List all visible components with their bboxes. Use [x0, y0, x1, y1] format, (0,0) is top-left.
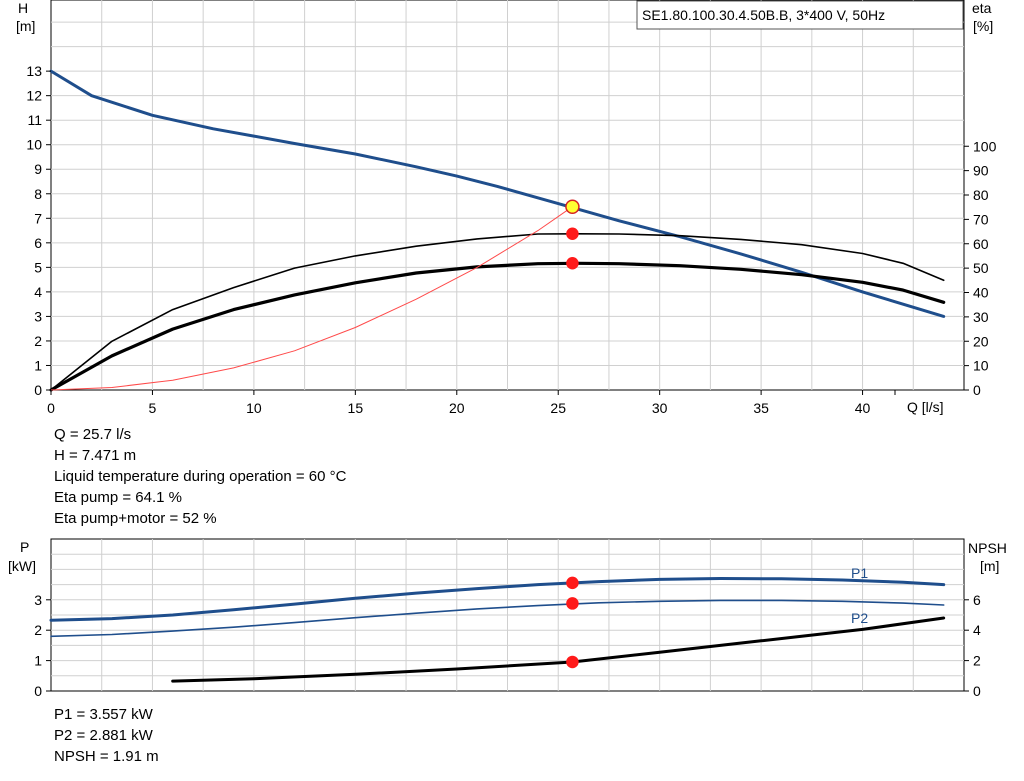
- duty-point-info: Q = 25.7 l/s H = 7.471 m Liquid temperat…: [54, 424, 346, 529]
- top-left-tick-label: 13: [26, 63, 42, 79]
- p1-series-label: P1: [851, 565, 868, 581]
- top-left-tick-label: 8: [34, 186, 42, 202]
- top-right-tick-label: 30: [973, 309, 989, 325]
- bottom-left-tick-label: 3: [34, 592, 42, 608]
- liquid-temperature-readout: Liquid temperature during operation = 60…: [54, 468, 347, 485]
- top-duty-point-1: [566, 227, 579, 241]
- p1-readout: P1 = 3.557 kW: [54, 706, 153, 723]
- bottom-duty-point-1: [566, 597, 579, 610]
- top-x-tick-label: 25: [550, 400, 566, 416]
- npsh-axis-unit: [m]: [980, 558, 999, 574]
- bottom-left-tick-label: 2: [34, 622, 42, 638]
- npsh-readout: NPSH = 1.91 m: [54, 748, 159, 765]
- bottom-left-tick-label: 0: [34, 683, 42, 699]
- p-axis-unit: [kW]: [8, 558, 36, 574]
- power-info: P1 = 3.557 kW P2 = 2.881 kW NPSH = 1.91 …: [54, 704, 159, 767]
- p-axis-label: P: [20, 539, 29, 555]
- top-left-tick-label: 3: [34, 308, 42, 324]
- y2-axis-unit-percent: [%]: [973, 18, 993, 34]
- top-x-tick-label: 15: [348, 400, 364, 416]
- bottom-left-tick-label: 1: [34, 653, 42, 669]
- top-x-tick-label: 20: [449, 400, 465, 416]
- bottom-right-tick-label: 2: [973, 653, 981, 669]
- top-right-tick-label: 0: [973, 382, 981, 398]
- top-right-tick-label: 90: [973, 163, 989, 179]
- top-x-tick-label: 35: [753, 400, 769, 416]
- top-left-tick-label: 2: [34, 333, 42, 349]
- bottom-right-tick-label: 0: [973, 683, 981, 699]
- title-box: [636, 0, 964, 30]
- top-left-tick-label: 0: [34, 382, 42, 398]
- bottom-duty-point-2: [566, 655, 579, 669]
- bottom-right-tick-label: 4: [973, 622, 981, 638]
- top-right-tick-label: 80: [973, 187, 989, 203]
- top-left-tick-label: 1: [34, 357, 42, 373]
- npsh-axis-label: NPSH: [968, 540, 1007, 556]
- top-left-tick-label: 5: [34, 259, 42, 275]
- power-npsh-plot: 0 1 2 3 0 2 4 6 P [kW] NPSH [m] P1 P2: [8, 538, 1007, 699]
- top-series-line-3: [50, 206, 573, 391]
- top-left-tick-label: 4: [34, 284, 42, 300]
- top-x-tick-label: 30: [652, 400, 668, 416]
- top-left-tick-label: 6: [34, 235, 42, 251]
- p2-series-label: P2: [851, 610, 868, 626]
- top-right-tick-label: 60: [973, 236, 989, 252]
- bottom-right-tick-label: 6: [973, 592, 981, 608]
- bottom-series-line-1: [50, 599, 945, 638]
- y-axis-unit-m: [m]: [16, 18, 35, 34]
- top-x-tick-label: 40: [855, 400, 871, 416]
- p2-readout: P2 = 2.881 kW: [54, 727, 153, 744]
- top-x-tick-label: 5: [149, 400, 157, 416]
- top-left-tick-label: 12: [26, 88, 42, 104]
- chart-title: SE1.80.100.30.4.50B.B, 3*400 V, 50Hz: [642, 7, 885, 23]
- bottom-series-line-0: [49, 577, 946, 622]
- head-efficiency-plot: 0123456789101112130102030405060708090100…: [16, 0, 997, 416]
- head-readout: H = 7.471 m: [54, 447, 137, 464]
- eta-pump-motor-readout: Eta pump+motor = 52 %: [54, 510, 217, 527]
- x-axis-label: Q [l/s]: [907, 399, 944, 415]
- top-right-tick-label: 100: [973, 138, 997, 154]
- top-right-tick-label: 50: [973, 260, 989, 276]
- top-duty-point-0: [565, 199, 580, 214]
- top-series-line-1: [50, 233, 945, 391]
- top-right-tick-label: 20: [973, 333, 989, 349]
- top-left-tick-label: 9: [34, 161, 42, 177]
- top-left-tick-label: 10: [26, 137, 42, 153]
- top-left-tick-label: 7: [34, 210, 42, 226]
- top-right-tick-label: 10: [973, 358, 989, 374]
- top-left-tick-label: 11: [27, 112, 42, 128]
- top-x-tick-label: 10: [246, 400, 262, 416]
- top-right-tick-label: 40: [973, 285, 989, 301]
- eta-pump-readout: Eta pump = 64.1 %: [54, 489, 182, 506]
- y2-axis-label-eta: eta: [972, 0, 992, 16]
- top-right-tick-label: 70: [973, 211, 989, 227]
- top-duty-point-2: [566, 257, 579, 270]
- top-x-tick-label: 0: [47, 400, 55, 416]
- y-axis-label-h: H: [18, 0, 28, 16]
- flow-readout: Q = 25.7 l/s: [54, 426, 132, 443]
- bottom-duty-point-0: [566, 576, 579, 590]
- top-series-line-2: [49, 261, 946, 392]
